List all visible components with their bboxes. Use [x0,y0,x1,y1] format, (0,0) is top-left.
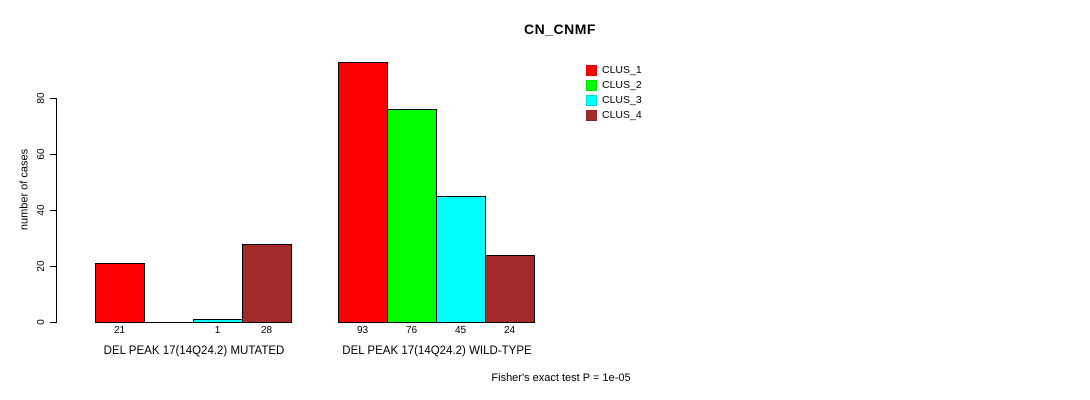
chart-title: CN_CNMF [524,21,596,37]
legend-swatch-clus-1 [586,65,597,76]
bar-clus_4-group1 [242,244,292,323]
legend-item: CLUS_4 [586,108,642,123]
y-tick [50,98,57,99]
bar-value-label: 21 [113,325,126,336]
y-tick [50,154,57,155]
y-tick-label: 80 [36,92,47,104]
bar-clus_3-group1 [193,319,243,323]
legend-label: CLUS_2 [602,79,642,91]
bar-clus_2-group2 [387,109,437,323]
legend-swatch-clus-4 [586,110,597,121]
legend-item: CLUS_2 [586,78,642,93]
fishers-test-footnote: Fisher's exact test P = 1e-05 [491,372,631,384]
bar-value-label: 24 [503,325,516,336]
y-tick [50,210,57,211]
bar-value-label: 76 [405,325,418,336]
group-label-wildtype: DEL PEAK 17(14Q24.2) WILD-TYPE [342,345,532,357]
y-tick-label: 60 [36,148,47,160]
group-label-mutated: DEL PEAK 17(14Q24.2) MUTATED [103,345,285,357]
bar-value-label: 93 [356,325,369,336]
bar-value-label: 45 [454,325,467,336]
legend-label: CLUS_4 [602,109,642,121]
legend-swatch-clus-3 [586,95,597,106]
legend-label: CLUS_1 [602,64,642,76]
y-tick-label: 0 [36,319,47,325]
y-tick [50,322,57,323]
bar-clus_1-group2 [338,62,388,323]
y-tick-label: 40 [36,204,47,216]
legend-item: CLUS_3 [586,93,642,108]
legend-swatch-clus-2 [586,80,597,91]
legend: CLUS_1 CLUS_2 CLUS_3 CLUS_4 [586,63,642,123]
bar-value-label: 28 [260,325,273,336]
bar-clus_4-group2 [485,255,535,323]
y-axis-title: number of cases [18,148,31,231]
bar-clus_2-group1 [144,322,194,323]
y-tick-label: 20 [36,260,47,272]
legend-item: CLUS_1 [586,63,642,78]
bar-clus_3-group2 [436,196,486,323]
bar-value-label: 1 [214,325,221,336]
bar-clus_1-group1 [95,263,145,323]
legend-label: CLUS_3 [602,94,642,106]
y-tick [50,266,57,267]
